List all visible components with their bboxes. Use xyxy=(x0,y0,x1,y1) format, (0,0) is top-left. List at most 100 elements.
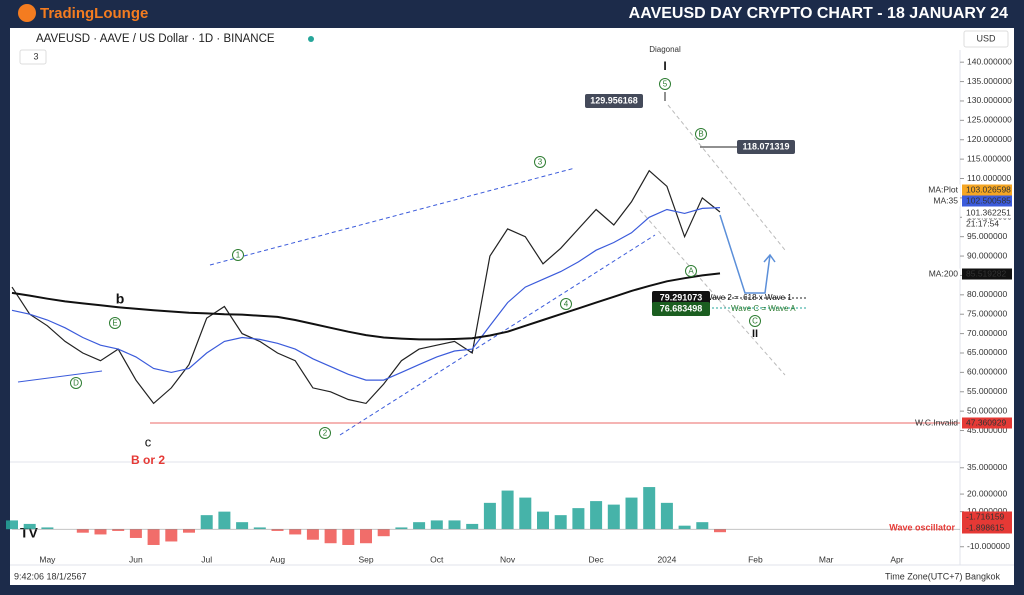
chart-title: AAVEUSD DAY CRYPTO CHART - 18 JANUARY 24 xyxy=(629,5,1008,22)
y-tick-label: 60.000000 xyxy=(967,367,1007,377)
oscillator-bar xyxy=(448,520,461,530)
trend-line xyxy=(17,370,103,383)
price-label-box xyxy=(737,140,795,154)
wave-label: 2 xyxy=(323,429,328,438)
wave-label: B xyxy=(698,130,703,139)
wave-circle xyxy=(659,78,671,90)
y-tick-label: 130.000000 xyxy=(967,95,1012,105)
projection-path xyxy=(719,214,776,294)
annotation: b xyxy=(116,291,125,307)
y-tick-label: 35.000000 xyxy=(967,462,1007,472)
wave-label: C xyxy=(752,317,758,326)
oscillator-bar xyxy=(377,529,390,537)
x-tick-label: Apr xyxy=(890,554,903,564)
oscillator-bar xyxy=(714,529,726,533)
oscillator-bar xyxy=(342,529,355,545)
badge-value: 102.500585 xyxy=(966,195,1011,205)
y-tick-label: 90.000000 xyxy=(967,250,1007,260)
price-badge xyxy=(962,417,1012,429)
oscillator-bar xyxy=(607,504,620,530)
price-label: 76.683498 xyxy=(660,303,703,313)
oscillator-bar xyxy=(537,511,549,530)
oscillator-bar xyxy=(360,529,372,544)
price-badge xyxy=(962,511,1012,523)
y-tick-label: 10.000000 xyxy=(967,506,1007,516)
wave-circle xyxy=(749,315,761,327)
y-tick-label: 50.000000 xyxy=(967,405,1007,415)
x-tick-label: Sep xyxy=(358,554,373,564)
price-badge xyxy=(962,522,1012,534)
status-dot xyxy=(308,36,314,42)
oscillator-bar xyxy=(519,497,532,530)
wave-circle xyxy=(109,317,121,329)
x-tick-label: Feb xyxy=(748,554,763,564)
x-tick-label: May xyxy=(39,554,56,564)
oscillator-bar xyxy=(572,508,585,530)
oscillator-bar xyxy=(306,529,319,540)
oscillator-bar xyxy=(554,515,567,530)
badge-value: -1.898615 xyxy=(966,522,1005,532)
y-tick-label: 110.000000 xyxy=(967,173,1012,183)
annotation: Diagonal xyxy=(649,45,681,54)
symbol-name[interactable]: AAVEUSD · AAVE / US Dollar · 1D · BINANC… xyxy=(36,33,275,45)
price-label: 79.291073 xyxy=(660,292,703,302)
indicator-toggle[interactable] xyxy=(19,49,47,65)
oscillator-bar xyxy=(466,523,479,530)
badge-value: 47.360929 xyxy=(966,417,1006,427)
currency-button[interactable] xyxy=(963,30,1009,48)
wave-label: 5 xyxy=(663,80,668,89)
wave-label: 3 xyxy=(538,158,543,167)
badge-name-box xyxy=(924,268,960,280)
y-tick-label: 140.000000 xyxy=(967,56,1012,66)
badge-name: MA:Plot xyxy=(928,184,958,194)
annotation: c xyxy=(145,434,152,449)
footer-timezone: Time Zone(UTC+7) Bangkok xyxy=(885,571,1000,581)
oscillator-bar xyxy=(129,529,142,538)
x-tick-label: Nov xyxy=(500,554,516,564)
oscillator-bar xyxy=(200,515,213,530)
oscillator-bar xyxy=(271,529,284,531)
y-tick-label: 80.000000 xyxy=(967,289,1007,299)
oscillator-bar xyxy=(6,520,18,530)
series-line xyxy=(11,169,721,405)
price-badge xyxy=(962,268,1012,280)
y-tick-label: 115.000000 xyxy=(967,153,1012,163)
channel-line xyxy=(667,104,786,251)
oscillator-bar xyxy=(590,501,603,530)
x-tick-label: Jul xyxy=(201,554,212,564)
oscillator-bar xyxy=(625,497,638,530)
oscillator-bar xyxy=(165,529,178,542)
x-tick-label: Aug xyxy=(270,554,285,564)
y-tick-label: 55.000000 xyxy=(967,386,1007,396)
wave-label: 1 xyxy=(236,251,241,260)
price-label-box xyxy=(652,302,710,316)
x-tick-label: Dec xyxy=(589,554,605,564)
y-tick-label: 125.000000 xyxy=(967,115,1012,125)
price-badge xyxy=(962,184,1012,196)
oscillator-bar xyxy=(413,522,426,530)
badge-name-box xyxy=(924,184,960,196)
oscillator-bar xyxy=(94,529,107,535)
y-tick-label: 95.000000 xyxy=(967,231,1007,241)
wave-circle xyxy=(319,427,331,439)
wave-label: E xyxy=(112,319,117,328)
y-tick-label: -10.000000 xyxy=(967,541,1010,551)
price-label-box xyxy=(652,291,710,305)
oscillator-bar xyxy=(395,527,408,530)
oscillator-bar xyxy=(643,487,656,530)
channel-line xyxy=(339,234,656,436)
x-tick-label: 2024 xyxy=(657,554,676,564)
price-badge xyxy=(962,195,1012,207)
price-label: 129.956168 xyxy=(590,95,638,105)
price-label: 118.071319 xyxy=(742,141,789,151)
oscillator-bar xyxy=(76,529,89,533)
channel-line xyxy=(639,209,786,376)
badge-name: MA:35 xyxy=(933,195,958,205)
wave-label: 4 xyxy=(564,300,569,309)
price-label-box xyxy=(585,94,643,108)
oscillator-bar xyxy=(218,511,231,530)
annotation: Wave 2 = .618 x Wave 1 xyxy=(705,293,792,302)
wave-circle xyxy=(534,156,546,168)
currency: USD xyxy=(976,33,996,43)
y-tick-label: 135.000000 xyxy=(967,76,1012,86)
